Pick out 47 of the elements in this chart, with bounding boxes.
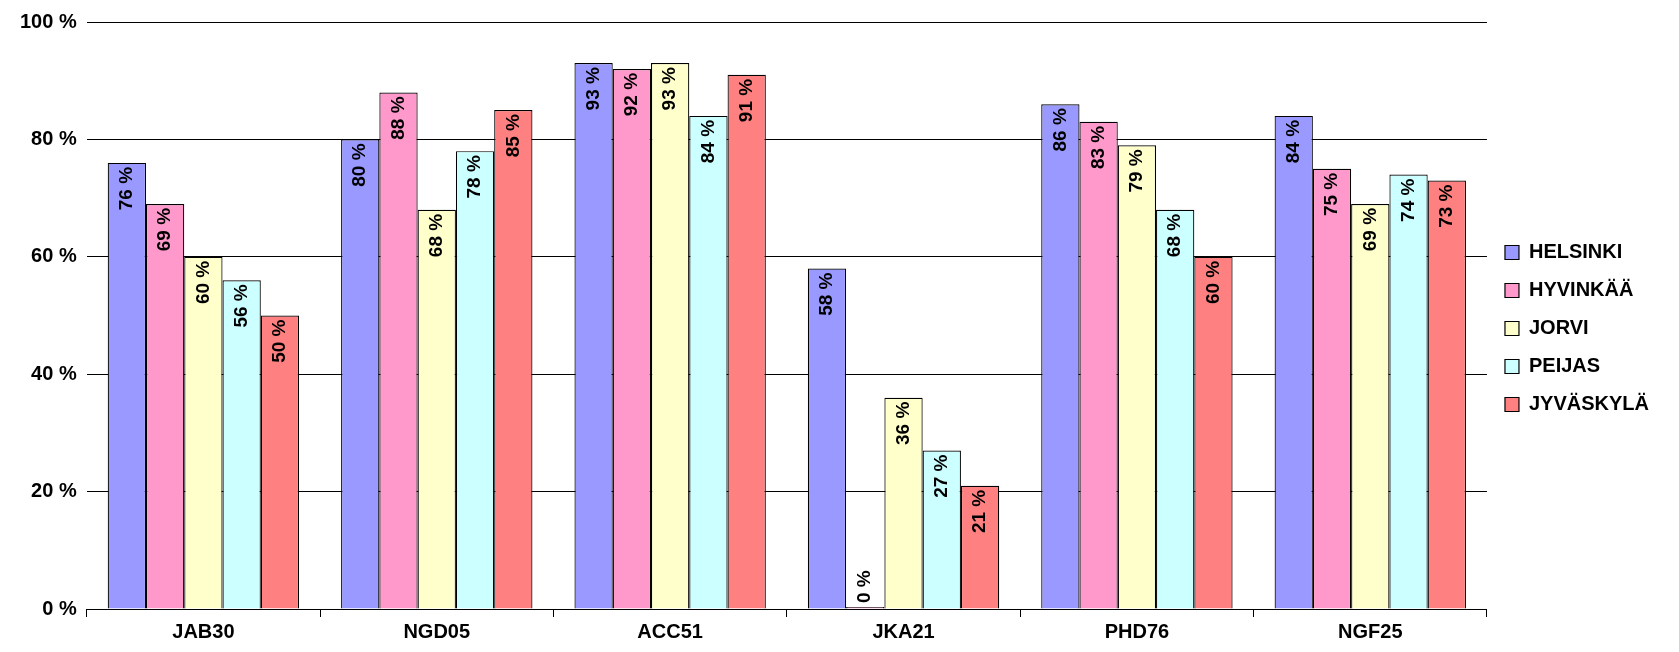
y-tick-label: 100 % xyxy=(19,9,77,32)
x-tick-label: PHD76 xyxy=(1104,619,1170,642)
data-label: 78 % xyxy=(463,155,485,199)
data-label: 21 % xyxy=(968,489,990,534)
x-tick-label: ACC51 xyxy=(637,619,703,642)
data-label: 75 % xyxy=(1320,172,1342,217)
legend-label: PEIJAS xyxy=(1528,354,1601,377)
x-tick-label: NGD05 xyxy=(403,619,471,642)
data-label: 56 % xyxy=(229,284,251,328)
data-label: 93 % xyxy=(658,66,680,111)
data-label: 83 % xyxy=(1086,125,1108,170)
data-label: 68 % xyxy=(425,213,447,258)
x-tick-label: JAB30 xyxy=(172,619,235,642)
data-label: 36 % xyxy=(891,401,913,445)
x-tick-label: NGF25 xyxy=(1338,619,1403,642)
data-label: 58 % xyxy=(815,272,837,316)
legend-label: JYVÄSKYLÄ xyxy=(1528,392,1649,415)
y-tick-label: 0 % xyxy=(42,596,77,619)
y-tick-label: 40 % xyxy=(31,361,77,384)
data-label: 85 % xyxy=(501,113,523,158)
data-label: 0 % xyxy=(853,570,875,603)
data-label: 60 % xyxy=(1201,260,1223,305)
data-label: 80 % xyxy=(348,143,370,187)
data-label: 93 % xyxy=(581,66,603,111)
data-label: 88 % xyxy=(386,96,408,140)
data-label: 74 % xyxy=(1396,178,1418,222)
data-label: 86 % xyxy=(1048,108,1070,152)
data-label: 69 % xyxy=(1358,207,1380,252)
data-label: 84 % xyxy=(1281,119,1303,164)
legend-label: HYVINKÄÄ xyxy=(1528,278,1634,301)
data-label: 92 % xyxy=(620,72,642,117)
y-tick-label: 60 % xyxy=(31,244,77,267)
y-tick-label: 20 % xyxy=(31,479,77,502)
data-label: 27 % xyxy=(930,454,952,498)
data-label: 68 % xyxy=(1163,213,1185,258)
x-tick-label: JKA21 xyxy=(872,619,935,642)
data-label: 50 % xyxy=(268,319,290,363)
data-label: 60 % xyxy=(191,260,213,305)
data-label: 73 % xyxy=(1435,184,1457,228)
y-tick-label: 80 % xyxy=(31,126,77,149)
legend-label: HELSINKI xyxy=(1528,240,1623,263)
data-label: 79 % xyxy=(1125,149,1147,193)
data-label: 91 % xyxy=(734,78,756,123)
data-label: 84 % xyxy=(696,119,718,164)
data-label: 76 % xyxy=(115,166,137,211)
legend-label: JORVI xyxy=(1528,316,1589,339)
data-label: 69 % xyxy=(153,207,175,252)
